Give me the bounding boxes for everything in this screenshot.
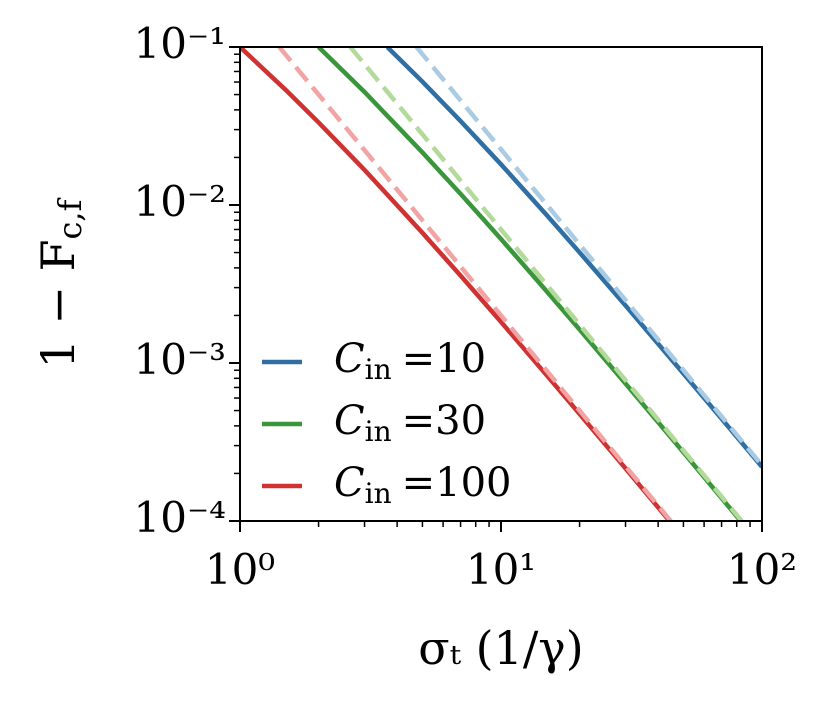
x-tick-label: 10⁰ <box>205 545 275 594</box>
y-tick-label: 10⁻² <box>134 177 226 226</box>
y-tick-label: 10⁻⁴ <box>134 493 226 542</box>
x-axis-label: σₜ (1/γ) <box>418 621 584 675</box>
legend-symbol: C <box>334 398 365 444</box>
legend-value: =10 <box>402 336 486 382</box>
x-tick-label: 10¹ <box>466 545 536 594</box>
legend-value: =30 <box>402 398 486 444</box>
y-tick-label: 10⁻³ <box>134 335 226 384</box>
legend-symbol: C <box>334 460 365 506</box>
y-label-sub: c,f <box>51 197 89 239</box>
plot-frame <box>239 46 763 522</box>
legend-subscript: in <box>365 353 392 386</box>
legend-label: Cin =30 <box>334 398 486 448</box>
legend-value: =100 <box>402 460 512 506</box>
plot-area <box>240 47 762 521</box>
y-axis-label: 1 − Fc,f <box>31 197 89 368</box>
legend-label: Cin =100 <box>334 460 511 510</box>
dashed-line <box>348 47 744 521</box>
line <box>316 47 742 521</box>
legend-label: Cin =10 <box>334 336 486 386</box>
y-label-main: 1 − F <box>31 239 85 368</box>
x-tick-label: 10² <box>727 545 797 594</box>
legend-subscript: in <box>365 415 392 448</box>
legend-symbol: C <box>334 336 365 382</box>
dashed-line <box>414 47 762 467</box>
legend-subscript: in <box>365 477 392 510</box>
y-tick-label: 10⁻¹ <box>134 19 226 68</box>
